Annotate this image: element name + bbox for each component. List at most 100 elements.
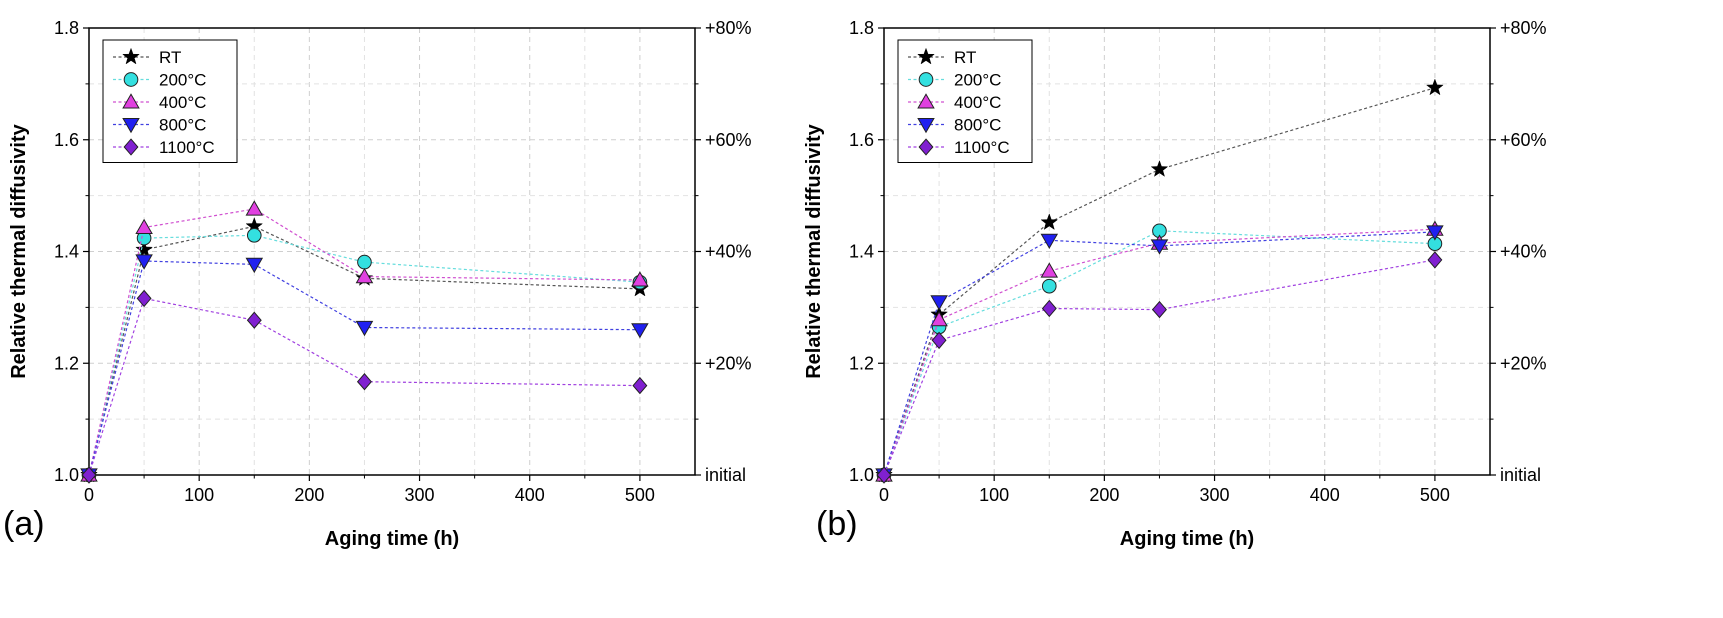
- x-tick-label: 500: [1420, 485, 1450, 505]
- data-point: [1040, 262, 1059, 278]
- legend-label: 400°C: [954, 93, 1001, 112]
- series-line: [883, 231, 1435, 476]
- data-point: [1041, 299, 1057, 318]
- data-point: [355, 320, 374, 337]
- data-point: [876, 466, 892, 484]
- legend-label: 800°C: [159, 116, 206, 135]
- y-axis-title: Relative thermal diffusivity: [803, 123, 825, 378]
- data-point: [135, 240, 154, 258]
- legend-label: 800°C: [954, 116, 1001, 135]
- data-point: [1150, 239, 1169, 255]
- data-point: [930, 295, 948, 311]
- x-tick-label: 200: [294, 485, 324, 505]
- data-point: [631, 323, 649, 339]
- legend-label: 400°C: [159, 93, 206, 112]
- data-point: [930, 310, 948, 327]
- right-axis-label: +40%: [1500, 242, 1547, 262]
- data-point: [81, 466, 97, 484]
- x-tick-label: 300: [1200, 485, 1230, 505]
- legend: RT 200°C 400°C 800°C 1100°C: [102, 39, 238, 163]
- legend-marker: [917, 47, 935, 65]
- legend-marker: [122, 93, 140, 109]
- legend-label: RT: [954, 48, 976, 67]
- data-point: [631, 271, 649, 287]
- data-point: [355, 267, 374, 284]
- data-point: [245, 200, 264, 216]
- data-point: [1040, 233, 1059, 250]
- panel-label: (a): [3, 505, 45, 543]
- data-point: [246, 227, 262, 243]
- y-axis-title: Relative thermal diffusivity: [8, 123, 30, 378]
- y-tick-label: 1.0: [849, 465, 874, 485]
- data-point: [1040, 213, 1059, 230]
- legend-box: [102, 39, 238, 163]
- data-point: [136, 289, 152, 308]
- legend-box: [897, 39, 1033, 163]
- data-point: [246, 311, 262, 329]
- chart-panel-a: 0 100 200 300 400 500 1.0 1.2 1.4 1.6 1.8 initial +2…: [3, 18, 752, 550]
- x-axis-title: Aging time (h): [325, 528, 459, 550]
- y-tick-label: 1.6: [849, 130, 874, 150]
- legend-marker: [918, 138, 934, 156]
- x-tick-label: 100: [979, 485, 1009, 505]
- right-axis-label: initial: [1500, 465, 1541, 485]
- data-point: [356, 373, 372, 391]
- data-point: [357, 254, 372, 270]
- legend-marker: [122, 47, 140, 65]
- data-point: [1150, 160, 1169, 177]
- panel-label: (b): [816, 505, 858, 543]
- legend-marker: [917, 118, 935, 134]
- y-tick-label: 1.8: [849, 18, 874, 38]
- x-tick-label: 400: [515, 485, 545, 505]
- data-point: [1426, 225, 1444, 241]
- x-axis-title: Aging time (h): [1120, 528, 1254, 550]
- legend: RT 200°C 400°C 800°C 1100°C: [897, 39, 1033, 163]
- right-axis-label: +80%: [705, 18, 752, 38]
- y-tick-label: 1.2: [849, 353, 874, 373]
- legend-marker: [123, 72, 139, 87]
- y-tick-label: 1.0: [54, 465, 79, 485]
- y-tick-label: 1.2: [54, 353, 79, 373]
- legend-label: 1100°C: [159, 138, 215, 157]
- x-tick-label: 500: [625, 485, 655, 505]
- y-tick-label: 1.4: [54, 242, 79, 262]
- x-tick-label: 0: [879, 485, 889, 505]
- data-point: [1041, 278, 1057, 294]
- legend-marker: [123, 138, 139, 156]
- data-point: [1427, 251, 1443, 269]
- series-1100°C: [876, 251, 1443, 484]
- x-tick-label: 400: [1310, 485, 1340, 505]
- data-point: [1425, 78, 1444, 96]
- right-axis-label: +40%: [705, 242, 752, 262]
- right-axis-label: +80%: [1500, 18, 1547, 38]
- x-tick-label: 300: [405, 485, 435, 505]
- legend-label: RT: [159, 48, 181, 67]
- series-line: [883, 228, 1435, 476]
- y-tick-label: 1.8: [54, 18, 79, 38]
- data-point: [931, 331, 947, 350]
- x-tick-label: 200: [1089, 485, 1119, 505]
- data-point: [135, 254, 153, 270]
- data-point: [245, 257, 264, 274]
- x-tick-label: 0: [84, 485, 94, 505]
- x-tick-label: 100: [184, 485, 214, 505]
- y-tick-label: 1.6: [54, 130, 79, 150]
- right-axis-label: +20%: [705, 353, 752, 373]
- y-tick-label: 1.4: [849, 242, 874, 262]
- right-axis-label: +60%: [1500, 130, 1547, 150]
- legend-label: 200°C: [159, 71, 206, 90]
- right-axis-label: initial: [705, 465, 746, 485]
- right-axis-label: +60%: [705, 130, 752, 150]
- data-point: [135, 218, 153, 234]
- chart-panel-b: 0 100 200 300 400 500 1.0 1.2 1.4 1.6 1.8 initial +2…: [803, 18, 1547, 550]
- series-400°C: [80, 200, 649, 482]
- data-point: [632, 376, 648, 395]
- legend-marker: [917, 93, 935, 109]
- legend-marker: [918, 72, 934, 87]
- series-line: [88, 225, 640, 476]
- legend-label: 200°C: [954, 71, 1001, 90]
- legend-label: 1100°C: [954, 138, 1010, 157]
- right-axis-label: +20%: [1500, 353, 1547, 373]
- series-1100°C: [81, 289, 648, 484]
